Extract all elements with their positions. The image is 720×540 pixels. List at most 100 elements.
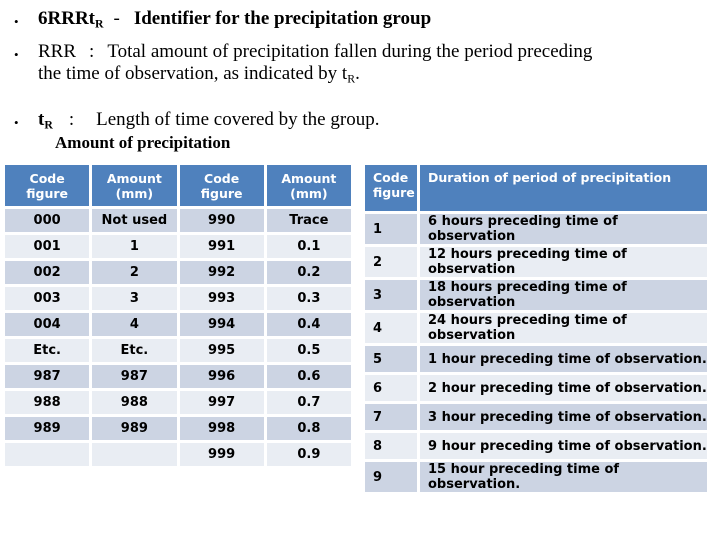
header-line: Amount: [281, 170, 337, 186]
header-line: figure: [26, 185, 68, 201]
table-cell: 0.8: [266, 417, 351, 440]
bullet-item-tr: • tR: Length of time covered by the group…: [14, 109, 714, 134]
separator-colon: :: [68, 109, 75, 130]
tr-description: Length of time covered by the group.: [96, 109, 380, 130]
table-row: 989 989 998 0.8: [5, 417, 351, 440]
table-cell: 5: [365, 346, 417, 372]
table-cell: 18 hours preceding time of observation: [420, 280, 707, 310]
header-line: Code: [29, 170, 65, 186]
table-cell: 4: [365, 313, 417, 343]
header-line: figure: [200, 185, 243, 201]
table-cell: Etc.: [92, 339, 177, 362]
table-row: 3 18 hours preceding time of observation: [365, 280, 707, 310]
table-cell: [5, 443, 90, 466]
table-cell: 4: [92, 313, 177, 336]
bullet-text: RRR: Total amount of precipitation fallen…: [38, 41, 714, 85]
table-cell: [92, 443, 177, 466]
table-cell: 3: [92, 287, 177, 310]
header-line: Code: [204, 170, 240, 186]
duration-table-header: Code figure Duration of period of precipi…: [365, 165, 707, 211]
table-cell: 15 hour preceding time of observation.: [420, 462, 707, 492]
period: .: [355, 63, 360, 84]
table-cell: 988: [92, 391, 177, 414]
table-cell: 8: [365, 433, 417, 459]
header-line: Code: [373, 170, 409, 185]
amount-of-precipitation-table: Code figure Amount (mm) Code figure Amount(…: [2, 162, 354, 469]
table-row: 003 3 993 0.3: [5, 287, 351, 310]
table-cell: 004: [5, 313, 90, 336]
header-line: figure: [373, 185, 415, 200]
table-cell: 1: [365, 214, 417, 244]
column-header-duration: Duration of period of precipitation: [420, 165, 707, 211]
code-group-term: 6RRRt: [38, 8, 95, 29]
column-header-code-figure: Code figure: [365, 165, 417, 211]
bullet-icon: •: [14, 14, 19, 29]
header-line: Duration of period of precipitation: [428, 170, 672, 185]
table-row: 999 0.9: [5, 443, 351, 466]
bullet-icon: •: [14, 47, 19, 62]
table-cell: 0.6: [266, 365, 351, 388]
header-line: Amount: [106, 170, 162, 186]
table-cell: 0.9: [266, 443, 351, 466]
column-header-amount-mm-1: Amount (mm): [92, 165, 177, 206]
table-cell: 987: [5, 365, 90, 388]
bullet-item-rrr: • RRR: Total amount of precipitation fall…: [14, 41, 714, 85]
table-cell: 0.7: [266, 391, 351, 414]
header-line: (mm): [290, 185, 328, 201]
table-cell: 7: [365, 404, 417, 430]
table-cell: 6: [365, 375, 417, 401]
table-row: 9 15 hour preceding time of observation.: [365, 462, 707, 492]
table-cell: 0.3: [266, 287, 351, 310]
duration-of-precipitation-table: Code figure Duration of period of precipi…: [362, 162, 710, 495]
separator-dash: -: [113, 8, 120, 29]
table-cell: 990: [179, 209, 264, 232]
table-cell: 24 hours preceding time of observation: [420, 313, 707, 343]
bullet-text: tR: Length of time covered by the group.: [38, 109, 714, 134]
table-cell: 2 hour preceding time of observation.: [420, 375, 707, 401]
table-cell: 2: [92, 261, 177, 284]
table-cell: 000: [5, 209, 90, 232]
identifier-description: Identifier for the precipitation group: [133, 8, 432, 29]
table-cell: Not used: [92, 209, 177, 232]
header-row: Code figure Duration of period of precipi…: [365, 165, 707, 211]
table-cell: 001: [5, 235, 90, 258]
column-header-amount-mm-2: Amount (mm): [266, 165, 351, 206]
bullet-icon: •: [14, 115, 19, 130]
separator-colon: :: [89, 41, 95, 62]
header-line: (mm): [115, 185, 154, 201]
table-row: 004 4 994 0.4: [5, 313, 351, 336]
column-header-code-figure-2: Code figure: [179, 165, 264, 206]
table-cell: Trace: [266, 209, 351, 232]
table-cell: 988: [5, 391, 90, 414]
table-cell: 0.1: [266, 235, 351, 258]
table-cell: 9: [365, 462, 417, 492]
table-cell: 989: [92, 417, 177, 440]
table-cell: 0.2: [266, 261, 351, 284]
table-row: 987 987 996 0.6: [5, 365, 351, 388]
table-row: 001 1 991 0.1: [5, 235, 351, 258]
amount-table-header: Code figure Amount (mm) Code figure Amount(…: [5, 165, 351, 206]
header-row: Code figure Amount (mm) Code figure Amount(…: [5, 165, 351, 206]
table-cell: 994: [179, 313, 264, 336]
table-cell: 992: [179, 261, 264, 284]
rrr-description-line2: the time of observation, as indicated by…: [38, 63, 348, 84]
table-cell: 997: [179, 391, 264, 414]
table-cell: 991: [179, 235, 264, 258]
table-cell: 998: [179, 417, 264, 440]
table-cell: 003: [5, 287, 90, 310]
table-cell: Etc.: [5, 339, 90, 362]
table-row: 988 988 997 0.7: [5, 391, 351, 414]
amount-table-body: 000 Not used 990 Trace 001 1 991 0.1 002 2 992 0.2 0…: [5, 209, 351, 466]
table-cell: 995: [179, 339, 264, 362]
tr-term: t: [38, 109, 45, 130]
table-row: 4 24 hours preceding time of observation: [365, 313, 707, 343]
table-row: Etc. Etc. 995 0.5: [5, 339, 351, 362]
table-row: 002 2 992 0.2: [5, 261, 351, 284]
table-cell: 996: [179, 365, 264, 388]
table-cell: 1: [92, 235, 177, 258]
